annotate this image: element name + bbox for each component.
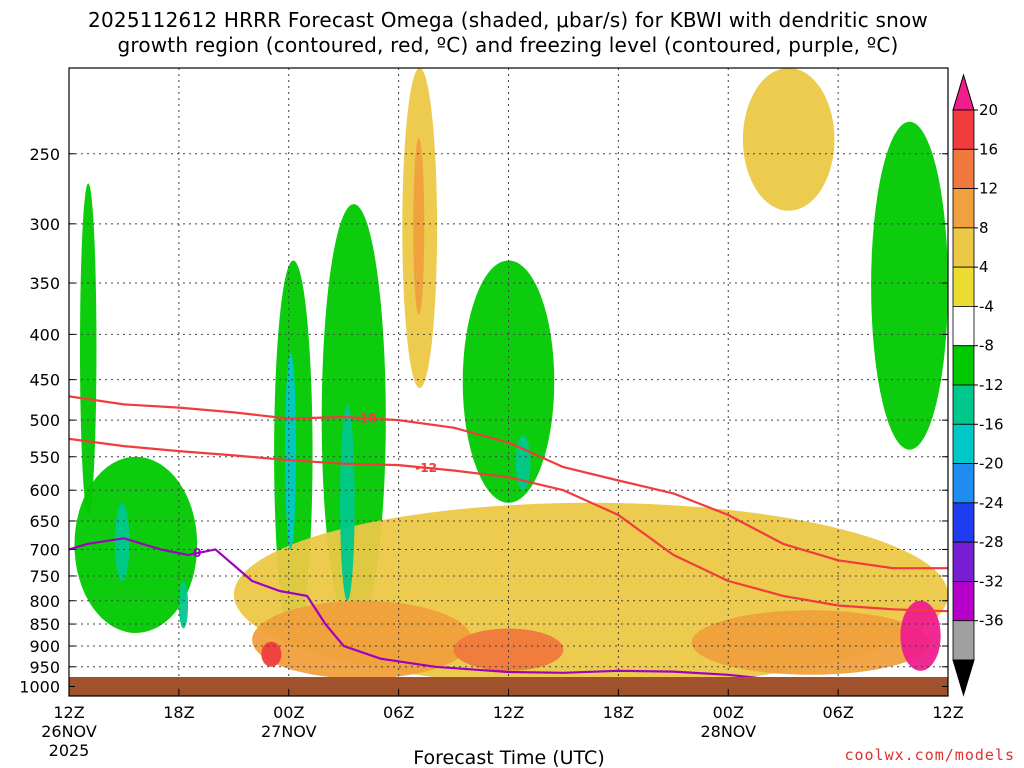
x-tick-date-label: 28NOV bbox=[700, 722, 756, 741]
chart-title-line-2: growth region (contoured, red, ºC) and f… bbox=[117, 33, 898, 57]
y-tick-label: 950 bbox=[29, 658, 60, 677]
x-axis-label: Forecast Time (UTC) bbox=[413, 747, 604, 768]
omega-region-orange-upper-19h bbox=[413, 138, 425, 315]
x-tick-label: 06Z bbox=[383, 703, 414, 722]
colorbar-band bbox=[952, 541, 975, 582]
omega-region-teal-early-2 bbox=[178, 581, 189, 629]
y-tick-label: 850 bbox=[29, 615, 60, 634]
colorbar-band bbox=[952, 620, 975, 661]
colorbar-label: 16 bbox=[979, 140, 998, 158]
y-tick-label: 900 bbox=[29, 637, 60, 656]
colorbar-label: -12 bbox=[979, 376, 1004, 394]
x-tick-label: 12Z bbox=[53, 703, 84, 722]
omega-region-magenta-core-47h bbox=[900, 600, 941, 671]
colorbar-label: -36 bbox=[979, 612, 1004, 630]
omega-region-green-column-early bbox=[79, 183, 97, 516]
omega-region-teal-plume-16h bbox=[340, 404, 355, 601]
x-tick-date-label: 27NOV bbox=[261, 722, 317, 741]
colorbar-band bbox=[952, 502, 975, 543]
omega-region-orange-low-12h bbox=[252, 600, 472, 679]
colorbar-label: 4 bbox=[979, 258, 989, 276]
colorbar-label: 20 bbox=[979, 101, 998, 119]
contour-layer: -18 -12 0 bbox=[69, 395, 948, 690]
colorbar-label: -20 bbox=[979, 455, 1004, 473]
x-tick-label: 18Z bbox=[163, 703, 194, 722]
axis-layer: 250 300 350 400 450 500 550 600 650 700 750 800 850 9… bbox=[19, 145, 963, 760]
y-tick-label: 550 bbox=[29, 448, 60, 467]
colorbar-band bbox=[952, 148, 975, 189]
colorbar-label: -8 bbox=[979, 337, 994, 355]
x-tick-year-label: 2025 bbox=[49, 741, 90, 760]
colorbar-band bbox=[952, 384, 975, 425]
colorbar-top-triangle bbox=[952, 73, 975, 111]
colorbar-label: -4 bbox=[979, 297, 994, 315]
y-tick-label: 750 bbox=[29, 567, 60, 586]
omega-region-teal-upper-24h bbox=[515, 435, 531, 491]
omega-shading-layer bbox=[74, 68, 948, 687]
colorbar-band bbox=[952, 581, 975, 622]
y-tick-label: 800 bbox=[29, 592, 60, 611]
omega-region-yellow-upper-40h bbox=[742, 68, 835, 211]
omega-region-teal-plume-13h bbox=[285, 353, 297, 550]
colorbar-label: -32 bbox=[979, 572, 1004, 590]
y-tick-label: 300 bbox=[29, 215, 60, 234]
omega-region-magenta-core-12h bbox=[261, 641, 282, 667]
colorbar-band bbox=[952, 345, 975, 386]
chart-title-line-1: 2025112612 HRRR Forecast Omega (shaded, … bbox=[88, 8, 928, 32]
y-tick-label: 450 bbox=[29, 371, 60, 390]
y-tick-label: 1000 bbox=[19, 678, 60, 697]
y-tick-label: 250 bbox=[29, 145, 60, 164]
x-tick-label: 00Z bbox=[713, 703, 744, 722]
omega-region-orange-low-42h bbox=[691, 610, 930, 675]
omega-region-green-upper-46h bbox=[871, 121, 948, 450]
x-tick-label: 12Z bbox=[932, 703, 963, 722]
contour-label-dgz-minus12: -12 bbox=[415, 461, 437, 475]
x-tick-label: 18Z bbox=[603, 703, 634, 722]
colorbar-label: -28 bbox=[979, 533, 1004, 551]
x-tick-date-label: 26NOV bbox=[41, 722, 97, 741]
grid-layer bbox=[69, 68, 948, 696]
x-tick-label: 00Z bbox=[273, 703, 304, 722]
y-tick-label: 500 bbox=[29, 411, 60, 430]
contour-freezing-level bbox=[69, 537, 862, 690]
omega-region-green-lowlevel-early bbox=[74, 456, 198, 633]
y-tick-label: 650 bbox=[29, 512, 60, 531]
colorbar-band bbox=[952, 227, 975, 268]
colorbar-label: -24 bbox=[979, 494, 1004, 512]
contour-dgz-minus18 bbox=[69, 395, 948, 570]
x-tick-label: 06Z bbox=[822, 703, 853, 722]
contour-label-dgz-minus18: -18 bbox=[355, 411, 377, 425]
colorbar-band bbox=[952, 306, 975, 347]
colorbar-band bbox=[952, 463, 975, 504]
colorbar-label: -16 bbox=[979, 415, 1004, 433]
omega-region-teal-early bbox=[114, 502, 130, 582]
omega-region-red-low-22h bbox=[453, 628, 564, 671]
x-tick-label: 12Z bbox=[493, 703, 524, 722]
colorbar-label: 8 bbox=[979, 219, 989, 237]
colorbar-band bbox=[952, 266, 975, 307]
colorbar-band bbox=[952, 109, 975, 150]
contour-label-freezing-level: 0 bbox=[193, 546, 201, 560]
colorbar-band bbox=[952, 188, 975, 229]
contour-dgz-minus12 bbox=[69, 437, 948, 613]
colorbar-bottom-triangle bbox=[952, 659, 975, 697]
y-tick-label: 600 bbox=[29, 481, 60, 500]
y-tick-label: 350 bbox=[29, 274, 60, 293]
plot-area: -18 -12 0 bbox=[69, 68, 948, 696]
y-tick-label: 700 bbox=[29, 540, 60, 559]
colorbar: 20 16 12 8 4 -4 -8 -12 -16 -20 -24 -28 -32 -36 bbox=[952, 73, 1004, 697]
credit-text[interactable]: coolwx.com/models bbox=[844, 746, 1015, 764]
y-tick-label: 400 bbox=[29, 325, 60, 344]
colorbar-band bbox=[952, 423, 975, 464]
colorbar-label: 12 bbox=[979, 180, 998, 198]
